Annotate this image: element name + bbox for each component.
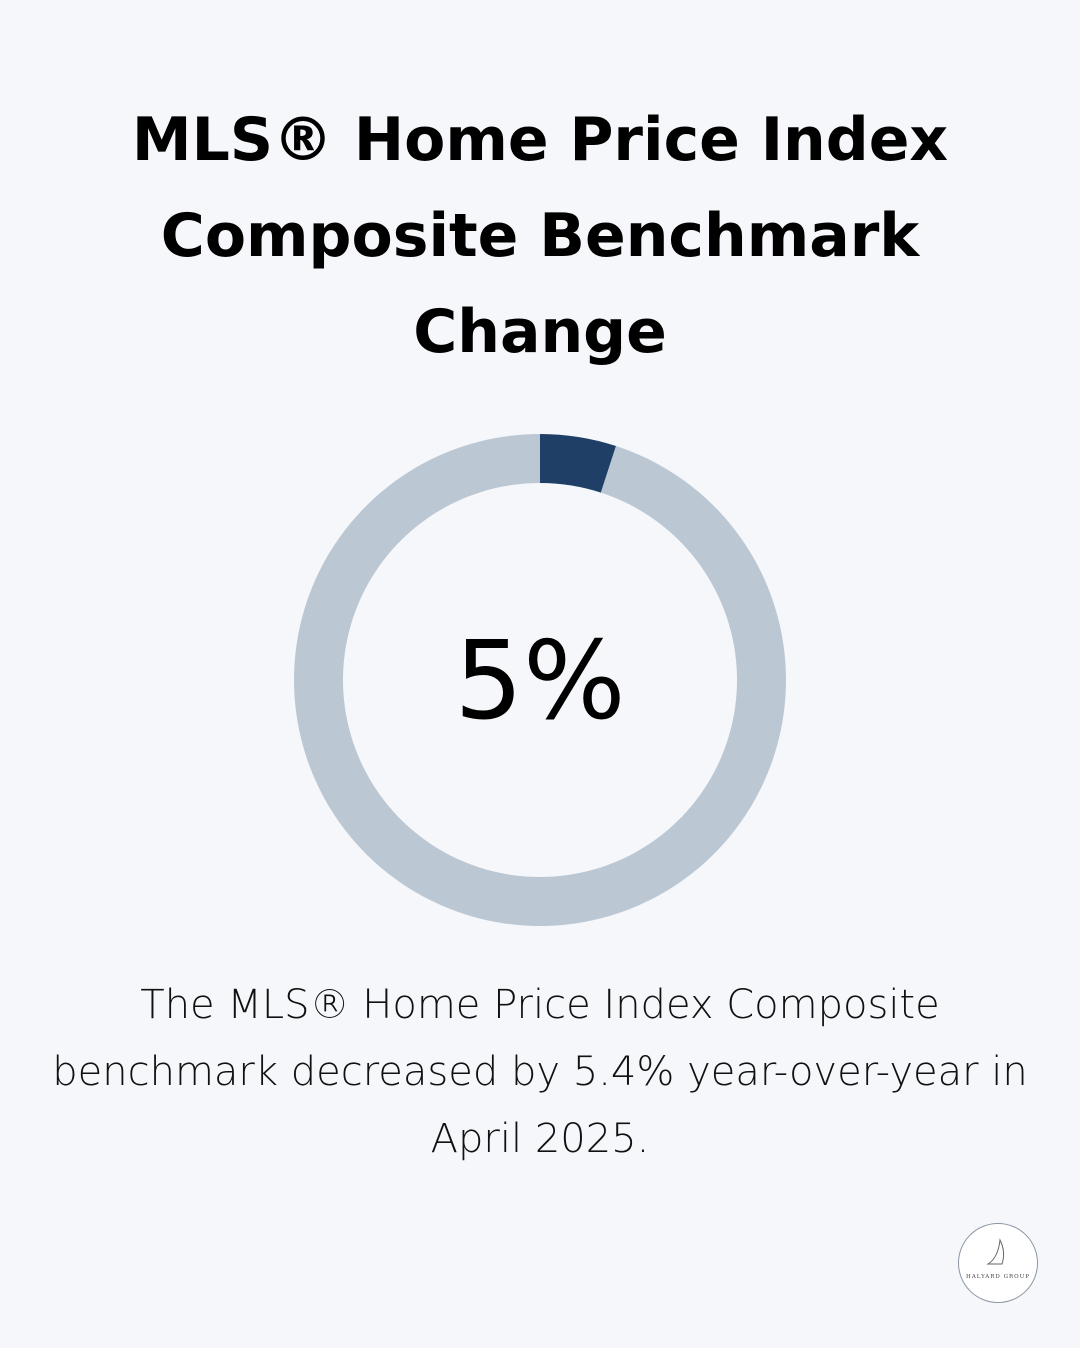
center-label: 5% xyxy=(454,619,625,744)
logo-text: HALYARD GROUP xyxy=(966,1274,1030,1280)
chart-title: MLS® Home Price Index Composite Benchmar… xyxy=(131,105,949,367)
logo: HALYARD GROUP xyxy=(958,1223,1038,1303)
caption: The MLS® Home Price Index Composite benc… xyxy=(52,982,1028,1162)
logo-sail xyxy=(986,1238,1005,1265)
donut-segment xyxy=(540,434,617,493)
chart: 5% xyxy=(294,434,787,927)
